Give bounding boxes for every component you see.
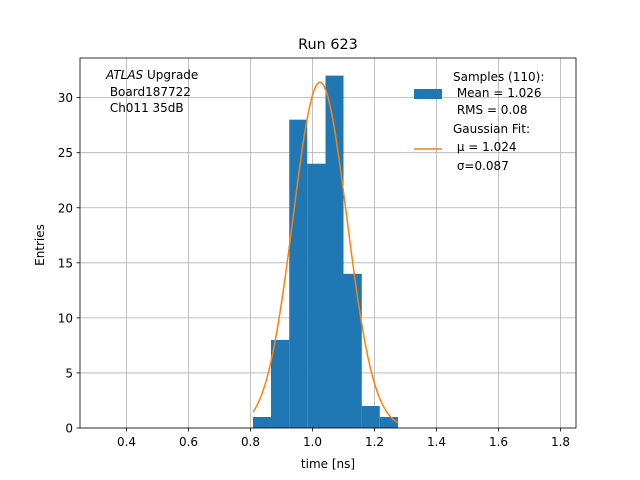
y-tick-label: 5 — [65, 366, 73, 380]
histogram-bar — [270, 339, 290, 428]
y-tick-label: 10 — [58, 311, 73, 325]
legend-swatch-samples — [414, 89, 442, 99]
histogram-bar — [289, 119, 308, 429]
x-tick-label: 1.2 — [365, 435, 384, 449]
y-tick-label: 30 — [58, 91, 73, 105]
y-axis-label: Entries — [33, 224, 47, 266]
x-tick-label: 1.0 — [303, 435, 322, 449]
legend-fit-title: Gaussian Fit: — [453, 122, 530, 136]
annotation-line-1: ATLAS Upgrade — [105, 68, 198, 82]
histogram-bar — [307, 163, 326, 428]
x-axis-ticks: 0.4 0.6 0.8 1.0 1.2 1.4 1.6 1.8 — [117, 428, 570, 449]
gaussian-fit-curve — [252, 81, 399, 424]
plot-frame — [79, 57, 577, 429]
y-tick-label: 25 — [58, 146, 73, 160]
x-tick-label: 1.8 — [551, 435, 570, 449]
x-tick-label: 0.6 — [179, 435, 198, 449]
atlas-label: ATLAS — [105, 68, 144, 82]
legend: Samples (110): Mean = 1.026 RMS = 0.08 G… — [414, 70, 544, 173]
legend-samples-title: Samples (110): — [453, 70, 544, 84]
histogram-bar — [361, 405, 380, 428]
upgrade-label: Upgrade — [143, 68, 198, 82]
x-tick-label: 1.4 — [427, 435, 446, 449]
x-tick-label: 0.4 — [117, 435, 136, 449]
histogram-bar — [252, 416, 271, 428]
histogram-bar — [343, 273, 362, 428]
x-tick-label: 1.6 — [489, 435, 508, 449]
annotation-channel: Ch011 35dB — [106, 101, 184, 115]
y-tick-label: 15 — [58, 256, 73, 270]
legend-fit-mu: μ = 1.024 — [453, 140, 517, 154]
annotation-board: Board187722 — [106, 85, 191, 99]
y-tick-label: 0 — [65, 422, 73, 436]
legend-samples-rms: RMS = 0.08 — [453, 103, 528, 117]
y-tick-label: 20 — [58, 201, 73, 215]
atlas-annotation: ATLAS Upgrade Board187722 Ch011 35dB — [105, 68, 198, 115]
x-tick-label: 0.8 — [241, 435, 260, 449]
legend-samples-mean: Mean = 1.026 — [453, 86, 542, 100]
legend-fit-sigma: σ=0.087 — [453, 159, 509, 173]
y-axis-ticks: 0 5 10 15 20 25 30 — [58, 91, 80, 436]
x-axis-label: time [ns] — [301, 457, 355, 471]
histogram-bar — [379, 416, 399, 428]
chart-title: Run 623 — [298, 37, 358, 53]
